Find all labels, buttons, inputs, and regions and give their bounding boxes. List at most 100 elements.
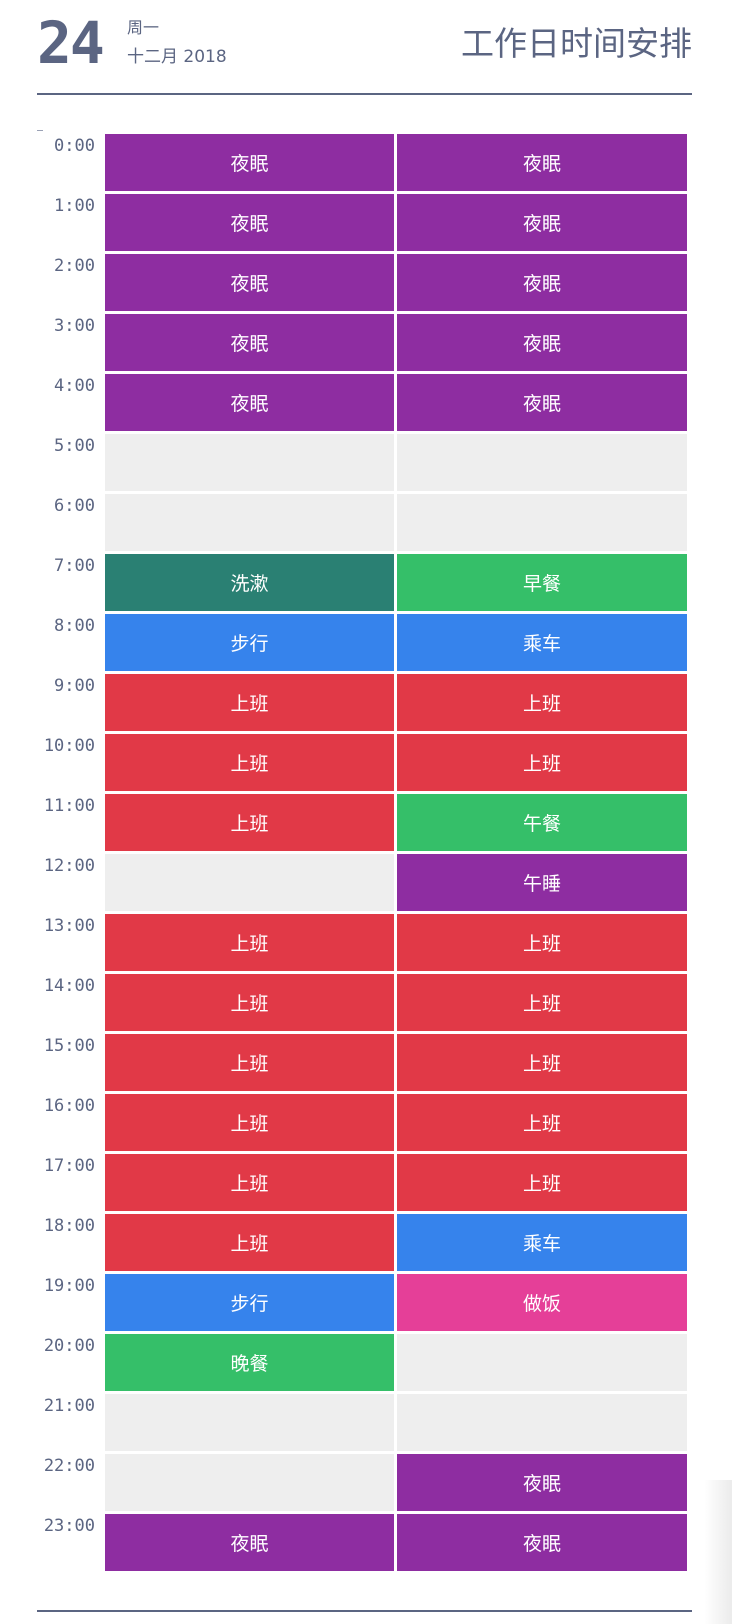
activity-cell[interactable] — [397, 1334, 687, 1391]
activity-cell[interactable]: 夜眠 — [105, 374, 394, 431]
schedule-row: 9:00 上班 上班 — [0, 674, 732, 734]
activity-cell[interactable]: 上班 — [397, 1154, 687, 1211]
activity-cell[interactable]: 夜眠 — [397, 314, 687, 371]
schedule-row: 21:00 — [0, 1394, 732, 1454]
schedule-row: 8:00 步行 乘车 — [0, 614, 732, 674]
activity-cell[interactable]: 洗漱 — [105, 554, 394, 611]
activity-cell[interactable]: 午睡 — [397, 854, 687, 911]
schedule-row: 5:00 — [0, 434, 732, 494]
time-label: 17:00 — [43, 1156, 95, 1176]
activity-cell[interactable] — [105, 854, 394, 911]
schedule-row: 14:00 上班 上班 — [0, 974, 732, 1034]
activity-cell[interactable]: 夜眠 — [105, 194, 394, 251]
schedule-row: 2:00 夜眠 夜眠 — [0, 254, 732, 314]
activity-cell[interactable]: 上班 — [105, 974, 394, 1031]
activity-cell[interactable]: 早餐 — [397, 554, 687, 611]
activity-cell[interactable]: 乘车 — [397, 614, 687, 671]
day-number: 24 — [37, 9, 105, 77]
schedule-row: 11:00 上班 午餐 — [0, 794, 732, 854]
schedule-row: 6:00 — [0, 494, 732, 554]
schedule-row: 16:00 上班 上班 — [0, 1094, 732, 1154]
time-label: 7:00 — [54, 556, 95, 576]
time-label: 23:00 — [43, 1516, 95, 1536]
time-label: 21:00 — [43, 1396, 95, 1416]
time-label: 15:00 — [43, 1036, 95, 1056]
time-label: 5:00 — [54, 436, 95, 456]
time-label: 9:00 — [54, 676, 95, 696]
page-title: 工作日时间安排 — [461, 24, 692, 63]
activity-cell[interactable]: 夜眠 — [105, 314, 394, 371]
activity-cell[interactable]: 上班 — [397, 914, 687, 971]
activity-cell[interactable]: 上班 — [397, 974, 687, 1031]
time-label: 0:00 — [54, 136, 95, 156]
activity-cell[interactable]: 上班 — [397, 1034, 687, 1091]
activity-cell[interactable]: 夜眠 — [105, 254, 394, 311]
month-year-label: 十二月 2018 — [127, 47, 227, 67]
schedule-row: 19:00 步行 做饭 — [0, 1274, 732, 1334]
activity-cell[interactable]: 上班 — [397, 734, 687, 791]
activity-cell[interactable]: 夜眠 — [397, 194, 687, 251]
activity-cell[interactable]: 夜眠 — [397, 1454, 687, 1511]
activity-cell[interactable]: 上班 — [105, 674, 394, 731]
activity-cell[interactable]: 上班 — [105, 1154, 394, 1211]
schedule-row: 18:00 上班 乘车 — [0, 1214, 732, 1274]
corner-mark — [37, 130, 43, 131]
activity-cell[interactable]: 夜眠 — [105, 1514, 394, 1571]
activity-cell[interactable]: 上班 — [105, 1214, 394, 1271]
time-label: 11:00 — [43, 796, 95, 816]
activity-cell[interactable]: 夜眠 — [397, 134, 687, 191]
time-label: 13:00 — [43, 916, 95, 936]
page-header: 24 周一 十二月 2018 工作日时间安排 — [37, 14, 692, 94]
activity-cell[interactable]: 夜眠 — [105, 134, 394, 191]
schedule-row: 23:00 夜眠 夜眠 — [0, 1514, 732, 1574]
activity-cell[interactable]: 上班 — [105, 794, 394, 851]
schedule-row: 12:00 午睡 — [0, 854, 732, 914]
activity-cell[interactable]: 上班 — [397, 1094, 687, 1151]
schedule-row: 10:00 上班 上班 — [0, 734, 732, 794]
activity-cell[interactable]: 夜眠 — [397, 254, 687, 311]
activity-cell[interactable]: 上班 — [105, 1094, 394, 1151]
schedule-row: 17:00 上班 上班 — [0, 1154, 732, 1214]
time-label: 18:00 — [43, 1216, 95, 1236]
activity-cell[interactable] — [105, 494, 394, 551]
activity-cell[interactable] — [105, 434, 394, 491]
activity-cell[interactable]: 步行 — [105, 1274, 394, 1331]
time-label: 19:00 — [43, 1276, 95, 1296]
footer-divider — [37, 1610, 692, 1612]
time-label: 16:00 — [43, 1096, 95, 1116]
time-label: 22:00 — [43, 1456, 95, 1476]
activity-cell[interactable] — [105, 1394, 394, 1451]
schedule-row: 13:00 上班 上班 — [0, 914, 732, 974]
time-label: 12:00 — [43, 856, 95, 876]
time-label: 8:00 — [54, 616, 95, 636]
activity-cell[interactable] — [105, 1454, 394, 1511]
activity-cell[interactable]: 上班 — [397, 674, 687, 731]
header-divider — [37, 93, 692, 95]
time-label: 20:00 — [43, 1336, 95, 1356]
edge-shadow — [704, 1480, 732, 1624]
activity-cell[interactable]: 夜眠 — [397, 374, 687, 431]
schedule-row: 7:00 洗漱 早餐 — [0, 554, 732, 614]
activity-cell[interactable] — [397, 434, 687, 491]
activity-cell[interactable]: 晚餐 — [105, 1334, 394, 1391]
activity-cell[interactable]: 上班 — [105, 734, 394, 791]
activity-cell[interactable] — [397, 1394, 687, 1451]
activity-cell[interactable]: 上班 — [105, 1034, 394, 1091]
activity-cell[interactable]: 步行 — [105, 614, 394, 671]
activity-cell[interactable]: 午餐 — [397, 794, 687, 851]
activity-cell[interactable]: 上班 — [105, 914, 394, 971]
time-label: 6:00 — [54, 496, 95, 516]
time-label: 10:00 — [43, 736, 95, 756]
time-label: 1:00 — [54, 196, 95, 216]
schedule-row: 15:00 上班 上班 — [0, 1034, 732, 1094]
schedule-row: 1:00 夜眠 夜眠 — [0, 194, 732, 254]
activity-cell[interactable]: 做饭 — [397, 1274, 687, 1331]
activity-cell[interactable]: 夜眠 — [397, 1514, 687, 1571]
activity-cell[interactable] — [397, 494, 687, 551]
schedule-row: 3:00 夜眠 夜眠 — [0, 314, 732, 374]
time-label: 2:00 — [54, 256, 95, 276]
activity-cell[interactable]: 乘车 — [397, 1214, 687, 1271]
time-label: 4:00 — [54, 376, 95, 396]
time-label: 14:00 — [43, 976, 95, 996]
schedule-row: 20:00 晚餐 — [0, 1334, 732, 1394]
